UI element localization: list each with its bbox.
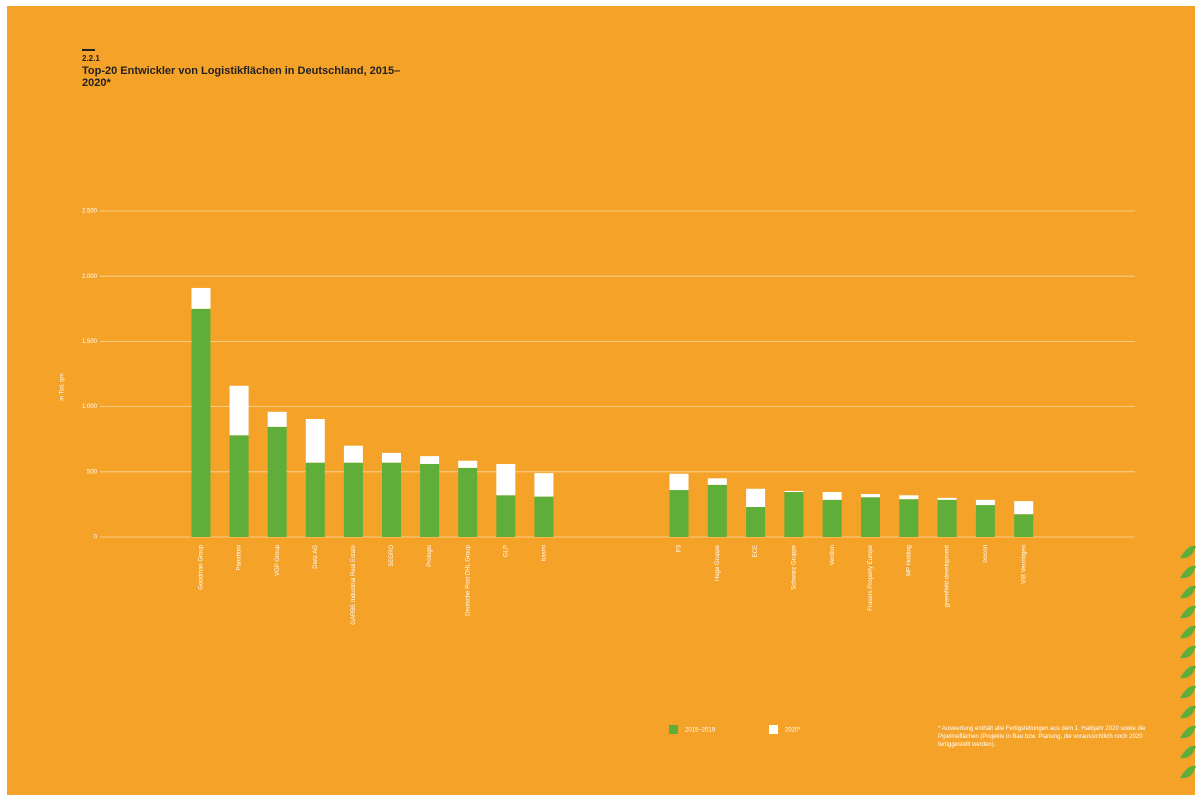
x-tick-label: SEGRO [389,545,395,567]
bar-segment [746,507,766,537]
x-tick-label: Dietz AG [313,545,319,569]
bar-segment [975,499,995,506]
legend-label: 2015–2019 [685,728,716,734]
bar-segment [229,435,249,537]
x-tick-label: P3 [677,544,683,552]
bar-segment [191,308,211,537]
bar-segment [937,499,957,537]
bar-segment [382,452,401,463]
bar-segment [343,445,363,463]
footnote: * Auswertung enthält alle Fertigstellung… [938,726,1146,748]
y-tick-label: 500 [87,469,98,475]
bar-segment [861,497,880,537]
x-tick-label: GARBE Industrial Real Estate [351,544,357,624]
y-tick-label: 1.500 [82,339,98,345]
x-tick-label: greenfield development [945,545,951,608]
bar-segment [861,493,880,498]
x-tick-label: Deutsche Post DHL Group [465,544,471,615]
legend-label: 2020* [785,728,801,734]
bar-segment [937,497,957,500]
bar-segment [267,426,287,537]
bar-segment [669,490,689,537]
y-tick-label: 2.000 [82,274,98,280]
chart-title: Top-20 Entwickler von Logistikflächen in… [82,65,401,89]
bar-segment [899,499,919,537]
x-tick-label: Goodman Group [199,544,205,589]
section-number: 2.2.1 [82,54,100,63]
bar-segment [191,287,211,309]
bar-segment [1014,501,1034,515]
bar-segment [382,462,401,537]
x-tick-label: Verdion [830,545,836,565]
bar-segment [669,473,689,491]
x-tick-label: Hage Gruppe [715,544,721,581]
bar-segment [420,463,440,537]
x-tick-label: VGP Group [275,544,281,576]
x-tick-label: MP Holding [906,545,912,576]
legend-swatch [769,725,778,734]
bar-segment [420,456,440,464]
bar-segment [707,484,727,537]
bar-segment [458,467,478,537]
bar-segment [899,495,919,500]
x-tick-label: Schwarz Gruppe [791,544,797,589]
y-tick-label: 1.000 [82,404,98,410]
bar-segment [305,462,325,537]
bar-segment [784,490,804,493]
x-tick-label: ECE [753,545,759,557]
bar-segment [822,499,842,537]
bar-segment [707,478,727,485]
bar-segment [784,492,804,537]
background [7,6,1195,795]
bar-segment [534,496,554,537]
leaf-decoration [1180,545,1196,779]
y-tick-label: 2.500 [82,209,98,215]
bar-segment [975,505,995,537]
x-tick-label: VIB Vermögen [1021,545,1027,584]
x-tick-label: GLP [503,545,509,557]
bar-segment [267,411,287,427]
bar-segment [343,462,363,537]
bar-segment [229,385,249,436]
bar-segment [496,495,516,537]
bar-segment [822,492,842,500]
y-tick-label: 0 [94,535,98,541]
bar-segment [746,488,766,508]
bar-segment [305,418,325,463]
section-rule [82,49,95,51]
x-tick-label: Ixocon [983,545,989,563]
x-tick-label: Prologis [427,545,433,567]
bar-segment [534,473,554,497]
bar-segment [458,460,478,468]
y-axis-label: in Tsd. qm [60,373,66,400]
x-tick-label: Panattoni [237,545,243,570]
x-tick-label: Frasers Property Europe [868,544,874,610]
legend-swatch [669,725,678,734]
x-tick-label: basmi [541,545,547,561]
bar-segment [1014,514,1034,537]
bar-segment [496,463,516,496]
